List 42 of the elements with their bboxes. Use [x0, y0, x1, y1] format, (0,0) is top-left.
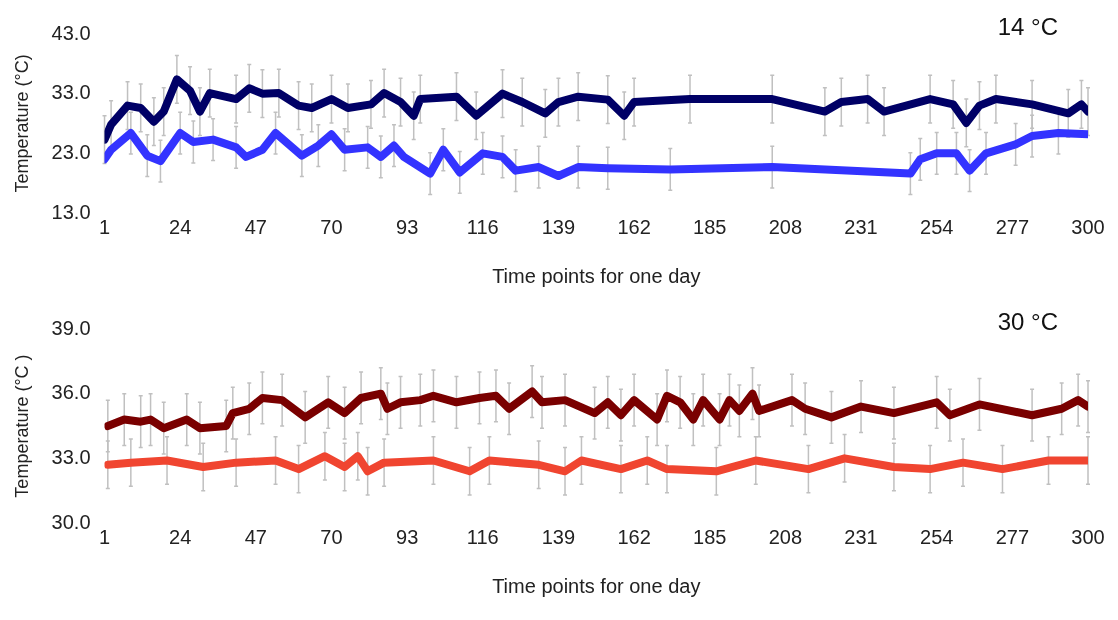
x-tick-label: 300: [1071, 215, 1105, 238]
y-tick-label: 33.0: [51, 81, 91, 104]
x-tick-label: 93: [396, 215, 419, 238]
x-tick-label: 208: [768, 215, 803, 238]
x-tick-label: 139: [541, 525, 576, 548]
x-tick-label: 24: [169, 215, 192, 238]
y-tick-label: 36.0: [51, 381, 91, 404]
x-tick-label: 254: [920, 525, 954, 548]
x-tick-label: 139: [541, 215, 576, 238]
annotation: 30 °C: [997, 307, 1058, 335]
x-tick-label: 24: [169, 525, 192, 548]
annotation: 14 °C: [997, 12, 1058, 40]
x-tick-label: 277: [995, 525, 1030, 548]
x-tick-label: 47: [244, 215, 267, 238]
x-tick-label: 162: [617, 525, 651, 548]
x-tick-label: 208: [768, 525, 803, 548]
y-tick-label: 13.0: [51, 200, 91, 223]
y-tick-label: 33.0: [51, 445, 91, 468]
x-tick-label: 185: [693, 215, 727, 238]
x-axis-title: Time points for one day: [492, 574, 701, 597]
x-tick-label: 277: [995, 215, 1030, 238]
x-tick-label: 185: [693, 525, 727, 548]
x-tick-label: 47: [244, 525, 267, 548]
x-tick-label: 254: [920, 215, 954, 238]
x-tick-label: 231: [844, 215, 878, 238]
x-tick-label: 1: [98, 215, 111, 238]
x-axis-title: Time points for one day: [492, 264, 701, 287]
x-tick-label: 1: [98, 525, 111, 548]
y-tick-label: 43.0: [51, 21, 91, 44]
y-axis-title: Temperature (°C): [11, 54, 32, 193]
x-tick-label: 70: [320, 525, 343, 548]
x-tick-label: 116: [466, 525, 499, 548]
y-tick-label: 23.0: [51, 140, 91, 163]
x-tick-label: 70: [320, 215, 343, 238]
y-tick-label: 30.0: [51, 510, 91, 533]
x-tick-label: 93: [396, 525, 419, 548]
x-tick-label: 300: [1071, 525, 1105, 548]
y-tick-label: 39.0: [51, 316, 91, 339]
x-tick-label: 231: [844, 525, 878, 548]
x-tick-label: 116: [466, 215, 499, 238]
y-axis-title: Temperature (°C ): [11, 354, 32, 498]
x-tick-label: 162: [617, 215, 651, 238]
